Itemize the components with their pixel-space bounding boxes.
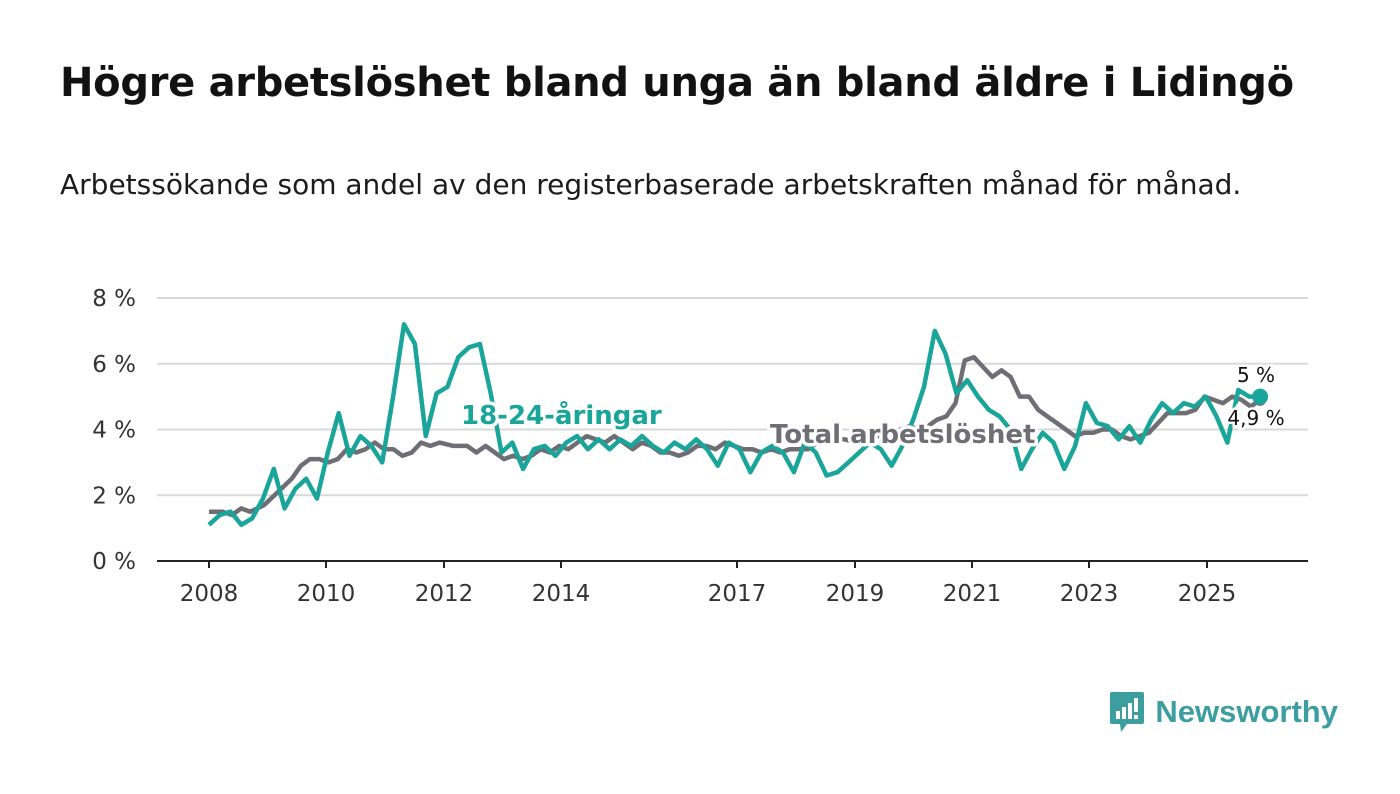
series-line-youth: [207, 322, 1261, 528]
y-tick-label: 0 %: [92, 549, 136, 575]
chart-subtitle: Arbetssökande som andel av den registerb…: [60, 168, 1242, 201]
series-lines: [207, 322, 1269, 528]
x-tick-label: 2008: [180, 581, 239, 607]
y-tick-label: 2 %: [92, 483, 136, 509]
brand-name: Newsworthy: [1155, 694, 1338, 729]
y-tick-label: 8 %: [92, 286, 136, 312]
x-tick-label: 2012: [415, 581, 474, 607]
series-labels: 18-24-åringar Total arbetslöshet 5 % 4,9 %: [458, 361, 1288, 454]
x-tick-label: 2025: [1178, 581, 1237, 607]
series-line-total: [209, 354, 1262, 518]
y-tick-label: 6 %: [92, 352, 136, 378]
x-tick-label: 2017: [708, 581, 767, 607]
x-tick-label: 2023: [1060, 581, 1119, 607]
series-label-total: Total arbetslöshet: [770, 420, 1035, 450]
newsworthy-logo-icon: [1110, 692, 1145, 732]
x-tick-label: 2010: [297, 581, 356, 607]
x-tick-label: 2014: [532, 581, 591, 607]
end-value-total: 4,9 %: [1227, 406, 1284, 430]
x-tick-label: 2021: [943, 581, 1002, 607]
x-axis-ticks: 2008 2010 2012 2014 2017 2019 2021 2023 2025: [180, 561, 1237, 607]
end-value-youth: 5 %: [1237, 363, 1275, 387]
y-axis-ticks: 0 % 2 % 4 % 6 % 8 %: [92, 286, 136, 575]
y-tick-label: 4 %: [92, 418, 136, 444]
series-end-marker-youth: [1252, 388, 1269, 405]
gridlines: [157, 297, 1308, 562]
brand-logo: Newsworthy: [1109, 690, 1338, 734]
series-label-youth: 18-24-åringar: [461, 399, 662, 431]
chart-title: Högre arbetslöshet bland unga än bland ä…: [60, 60, 1294, 106]
x-tick-label: 2019: [826, 581, 885, 607]
